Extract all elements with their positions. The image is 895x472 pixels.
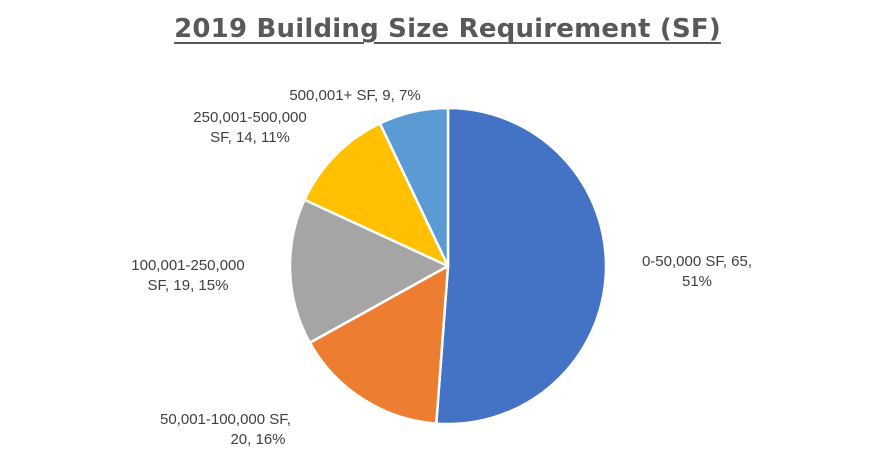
slice-label-line: 250,001-500,000 (193, 109, 307, 126)
slice-label-100001-250000: 100,001-250,000 SF, 19, 15% (100, 256, 276, 296)
pie-slice-50-001-100-000-sf (308, 264, 450, 425)
pie-slice-100-001-250-000-sf (288, 198, 450, 344)
slice-label-50001-100000: 50,001-100,000 SF, 20, 16% (160, 410, 356, 450)
pie-slice-500-001-sf (378, 106, 450, 268)
slice-label-250001-500000: 250,001-500,000 SF, 14, 11% (170, 108, 330, 148)
slice-label-line: 51% (681, 273, 713, 290)
slice-label-line: 50,001-100,000 SF, (160, 411, 291, 428)
pie-slice-0-50-000-sf (435, 106, 608, 426)
pie-slice-250-001-500-000-sf (303, 122, 450, 268)
chart-title: 2019 Building Size Requirement (SF) (174, 14, 721, 44)
slice-label-500001-plus: 500,001+ SF, 9, 7% (270, 86, 440, 106)
slice-label-line: 20, 16% (230, 431, 286, 448)
slice-label-line: SF, 14, 11% (210, 129, 290, 146)
slice-label-line: SF, 19, 15% (147, 277, 229, 294)
slice-label-line: 500,001+ SF, 9, 7% (289, 87, 421, 104)
slice-label-0-50000: 0-50,000 SF, 65, 51% (612, 252, 782, 292)
slice-label-line: 100,001-250,000 (131, 257, 245, 274)
slice-label-line: 0-50,000 SF, 65, (641, 253, 753, 270)
